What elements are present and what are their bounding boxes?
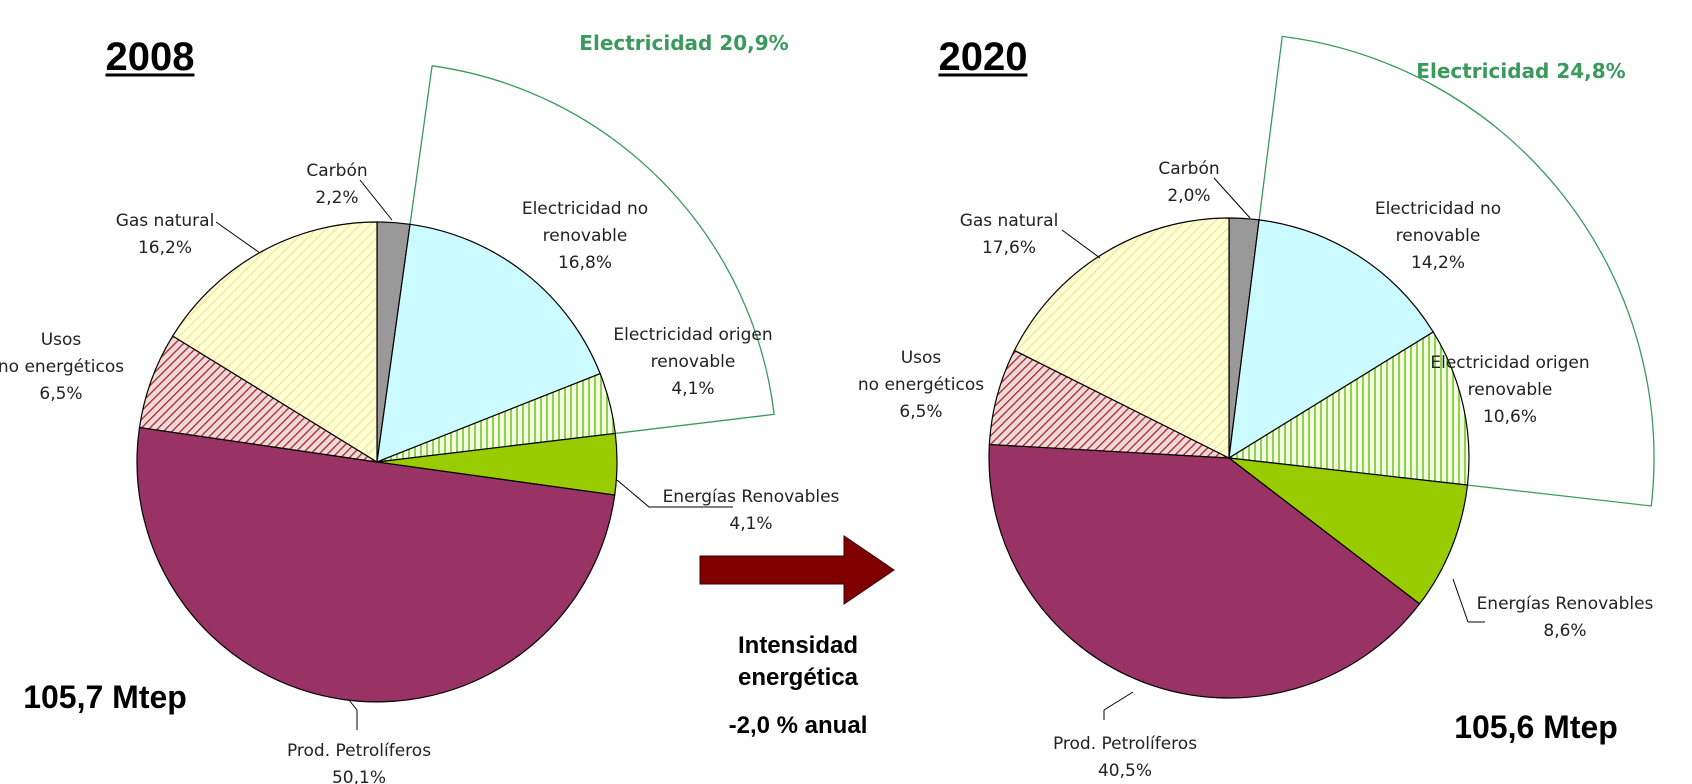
total-mtep: 105,6 Mtep bbox=[1454, 709, 1618, 745]
total-mtep: 105,7 Mtep bbox=[23, 679, 187, 715]
leader-line-petroliferos bbox=[348, 699, 358, 711]
pie-slice-gas bbox=[1013, 217, 1230, 459]
slice-label-petroliferos: Prod. Petrolíferos 50,1% bbox=[287, 741, 431, 784]
slice-label-usos: Usos no energéticos 6,5% bbox=[0, 330, 124, 404]
slice-label-carbon: Carbón 2,2% bbox=[306, 161, 367, 208]
leader-line-petroliferos bbox=[1103, 691, 1134, 711]
slice-label-renovables: Energías Renovables 8,6% bbox=[1477, 594, 1654, 641]
pie-slice-renovables bbox=[1226, 457, 1469, 605]
pie-slice-petroliferos bbox=[136, 426, 616, 703]
leader-line-gas bbox=[215, 221, 261, 254]
intensity-rate: -2,0 % anual bbox=[729, 712, 868, 739]
pie-chart-2020: Carbón 2,0% Electricidad no renovable 14,2% E… bbox=[858, 35, 1655, 781]
slice-label-renovables: Energías Renovables 4,1% bbox=[663, 487, 840, 534]
slice-label-petroliferos: Prod. Petrolíferos 40,5% bbox=[1053, 734, 1197, 781]
pie-chart-2008: Carbón 2,2% Electricidad no renovable 16,8% E… bbox=[0, 31, 840, 784]
slice-label-elec-renovable: Electricidad origen renovable 4,1% bbox=[613, 325, 772, 399]
electricity-sector-outline bbox=[1228, 35, 1655, 507]
leader-line-carbon bbox=[359, 179, 393, 221]
pie-slice-elec-renovable bbox=[1227, 331, 1470, 486]
intensity-label-line1: Intensidad bbox=[738, 632, 858, 659]
pie-slice-elec-no-renovable bbox=[1228, 219, 1435, 460]
pie-slice-elec-no-renovable bbox=[376, 223, 601, 463]
electricity-total-label: Electricidad 20,9% bbox=[579, 31, 788, 55]
pie-slice-petroliferos bbox=[988, 443, 1421, 699]
slice-label-elec-no-renovable: Electricidad no renovable 14,2% bbox=[1375, 199, 1501, 273]
leader-line-renovables bbox=[616, 479, 650, 508]
year-title: 2020 bbox=[939, 35, 1028, 79]
arrow-right-icon bbox=[699, 535, 895, 605]
electricity-total-label: Electricidad 24,8% bbox=[1416, 59, 1625, 83]
leader-line-carbon bbox=[1213, 177, 1251, 219]
slice-label-usos: Usos no energéticos 6,5% bbox=[858, 348, 984, 422]
slice-label-gas: Gas natural 17,6% bbox=[960, 211, 1059, 258]
slice-label-carbon: Carbón 2,0% bbox=[1158, 159, 1219, 206]
leader-line-renovables bbox=[1452, 578, 1469, 623]
slice-label-elec-no-renovable: Electricidad no renovable 16,8% bbox=[522, 199, 648, 273]
slice-label-elec-renovable: Electricidad origen renovable 10,6% bbox=[1430, 353, 1589, 427]
intensity-label-line2: energética bbox=[738, 664, 859, 691]
leader-line-gas bbox=[1061, 229, 1101, 259]
slice-label-gas: Gas natural 16,2% bbox=[116, 211, 215, 258]
year-title: 2008 bbox=[106, 35, 195, 79]
electricity-sector-outline bbox=[376, 65, 775, 463]
